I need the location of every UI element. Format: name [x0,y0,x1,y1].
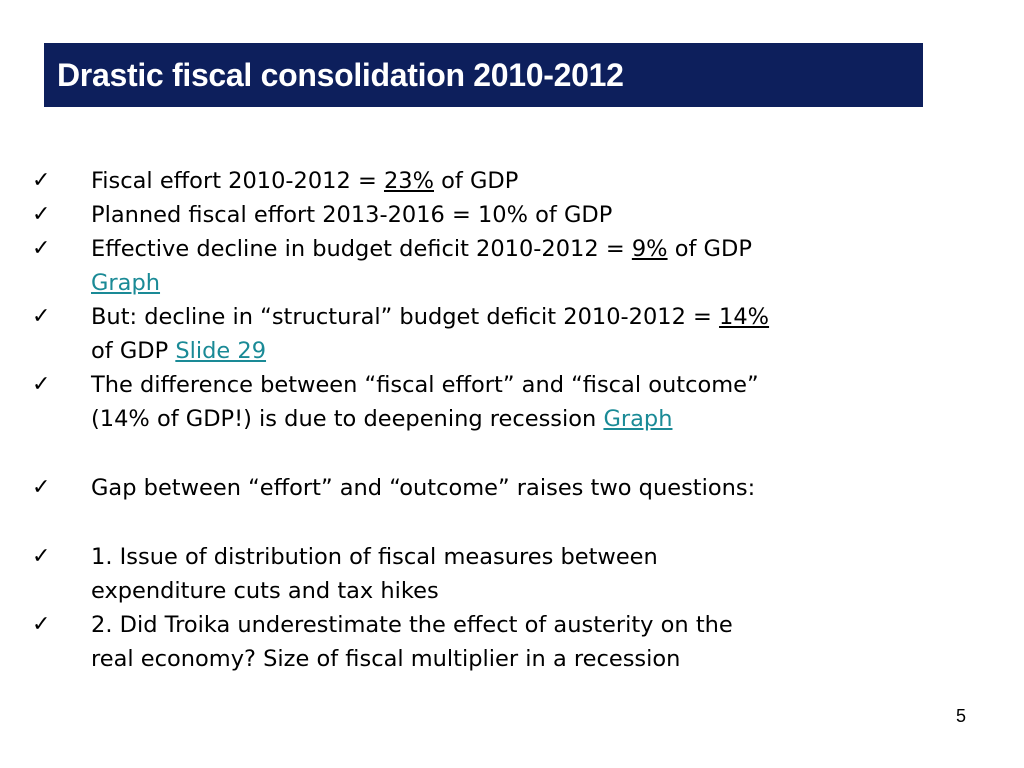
bullet-text: But: decline in “structural” budget defi… [91,304,720,330]
bullet-fiscal-effort: ✓ Fiscal effort 2010-2012 = 23% of GDP [32,164,992,198]
emphasis-value: 23% [383,168,434,194]
bullet-structural-deficit: ✓ But: decline in “structural” budget de… [32,300,992,368]
bullet-question-1: ✓ 1. Issue of distribution of fiscal mea… [32,540,992,608]
bullet-effective-decline: ✓ Effective decline in budget deficit 20… [32,232,992,300]
bullet-text: 2. Did Troika underestimate the effect o… [91,612,733,638]
checkmark-icon: ✓ [32,475,51,500]
bullet-effort-vs-outcome: ✓ The difference between “fiscal effort”… [32,368,992,436]
checkmark-icon: ✓ [32,202,51,227]
bullet-text: 1. Issue of distribution of fiscal measu… [91,544,658,570]
bullet-text: (14% of GDP!) is due to deepening recess… [91,406,604,432]
bullet-line: Effective decline in budget deficit 2010… [91,232,992,266]
bullet-line: But: decline in “structural” budget defi… [91,300,992,334]
bullet-text: Gap between “effort” and “outcome” raise… [91,475,756,501]
bullet-text: Planned fiscal effort 2013-2016 = 10% of… [91,202,613,228]
graph-link[interactable]: Graph [91,270,161,296]
bullet-planned-effort: ✓ Planned fiscal effort 2013-2016 = 10% … [32,198,992,232]
page-number: 5 [955,706,966,726]
checkmark-icon: ✓ [32,612,51,637]
slide-29-link[interactable]: Slide 29 [175,338,267,364]
bullet-text: Effective decline in budget deficit 2010… [91,236,632,262]
bullet-text: of GDP [667,236,752,262]
checkmark-icon: ✓ [32,304,51,329]
checkmark-icon: ✓ [32,168,51,193]
title-bar: Drastic fiscal consolidation 2010-2012 [44,43,923,107]
bullet-text: real economy? Size of fiscal multiplier … [91,646,681,672]
bullet-text: of GDP [434,168,519,194]
bullet-list: ✓ Fiscal effort 2010-2012 = 23% of GDP ✓… [32,164,992,676]
checkmark-icon: ✓ [32,372,51,397]
bullet-line: Fiscal effort 2010-2012 = 23% of GDP [91,164,992,198]
checkmark-icon: ✓ [32,236,51,261]
bullet-text: Fiscal effort 2010-2012 = [91,168,384,194]
graph-link[interactable]: Graph [603,406,673,432]
emphasis-value: 14% [719,304,770,330]
bullet-text: expenditure cuts and tax hikes [91,578,439,604]
slide-title: Drastic fiscal consolidation 2010-2012 [57,56,624,93]
bullet-line: Graph [91,266,992,300]
bullet-line: of GDP Slide 29 [91,334,992,368]
bullet-text: The difference between “fiscal effort” a… [91,372,759,398]
bullet-question-2: ✓ 2. Did Troika underestimate the effect… [32,608,992,676]
checkmark-icon: ✓ [32,544,51,569]
bullet-text: of GDP [91,338,176,364]
bullet-two-questions: ✓ Gap between “effort” and “outcome” rai… [32,471,992,505]
emphasis-value: 9% [631,236,668,262]
bullet-line: (14% of GDP!) is due to deepening recess… [91,402,992,436]
